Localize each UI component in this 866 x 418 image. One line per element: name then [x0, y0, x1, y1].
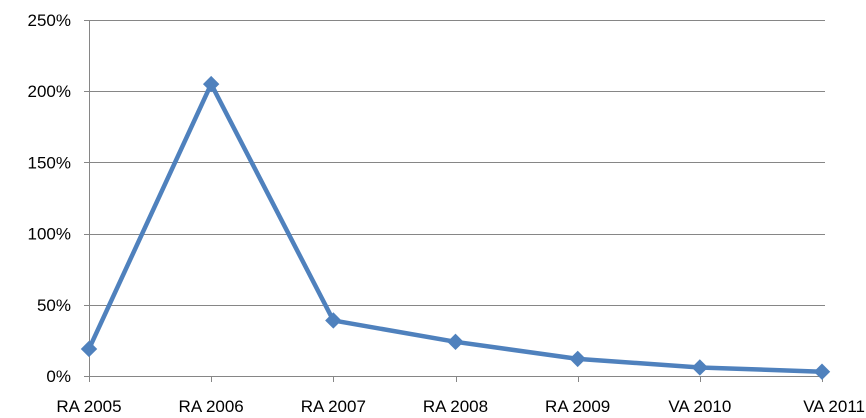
series-line — [86, 81, 825, 374]
y-tick-label: 200% — [28, 82, 71, 101]
y-tick-label: 100% — [28, 225, 71, 244]
y-tick-label: 50% — [37, 296, 71, 315]
x-tick-label: VA 2011 — [803, 397, 865, 416]
series-layer — [80, 75, 831, 380]
data-point-marker — [202, 75, 220, 93]
axes — [84, 20, 825, 382]
x-tick-label: VA 2010 — [668, 397, 731, 416]
data-point-marker — [569, 350, 586, 368]
y-tick-label: 250% — [28, 11, 71, 30]
x-tick-label: RA 2006 — [179, 397, 244, 416]
x-tick-label: RA 2007 — [301, 397, 366, 416]
data-point-marker — [691, 359, 709, 376]
y-axis-tick-labels: 0% 50% 100% 150% 200% 250% — [28, 11, 71, 386]
y-tick-label: 0% — [46, 367, 71, 386]
x-tick-label: RA 2008 — [423, 397, 488, 416]
gridlines — [89, 20, 825, 306]
data-point-marker — [447, 333, 464, 351]
data-point-marker — [80, 340, 98, 358]
x-tick-label: RA 2005 — [56, 397, 121, 416]
x-axis-tick-labels: RA 2005 RA 2006 RA 2007 RA 2008 RA 2009 VA 20… — [56, 397, 865, 416]
data-point-marker — [813, 363, 831, 380]
data-point-marker — [325, 312, 342, 329]
y-tick-label: 150% — [28, 153, 71, 172]
x-tick-label: RA 2009 — [545, 397, 610, 416]
